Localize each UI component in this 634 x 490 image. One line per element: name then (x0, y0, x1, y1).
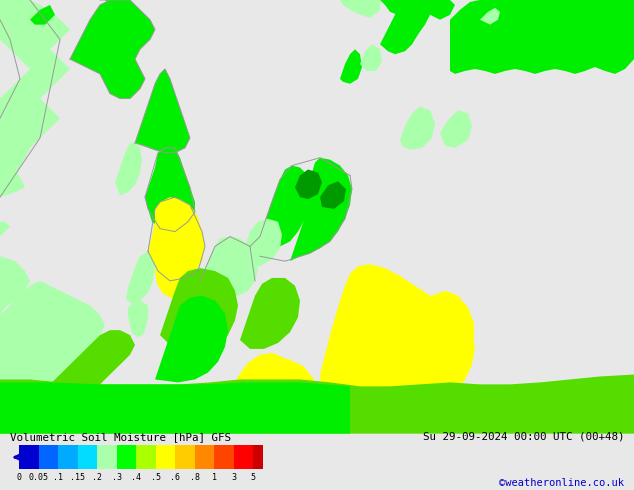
Bar (195, 445, 214, 469)
Bar (254, 445, 273, 469)
Polygon shape (340, 0, 380, 18)
Polygon shape (148, 197, 205, 281)
Polygon shape (50, 330, 135, 434)
Text: 0: 0 (16, 473, 22, 482)
Polygon shape (450, 0, 634, 74)
Polygon shape (380, 0, 430, 54)
Text: .5: .5 (151, 473, 161, 482)
Polygon shape (290, 158, 352, 261)
Polygon shape (360, 45, 382, 71)
Text: 5: 5 (251, 473, 256, 482)
Polygon shape (380, 0, 420, 16)
Text: 1: 1 (212, 473, 217, 482)
Polygon shape (0, 31, 12, 45)
Polygon shape (155, 295, 228, 382)
Text: 3: 3 (231, 473, 236, 482)
Polygon shape (480, 8, 500, 24)
Polygon shape (135, 69, 190, 153)
Bar (19, 445, 39, 469)
Bar (117, 445, 136, 469)
Polygon shape (10, 20, 25, 31)
Text: .1: .1 (53, 473, 63, 482)
Text: .6: .6 (171, 473, 180, 482)
Bar (136, 445, 156, 469)
Bar (39, 445, 58, 469)
Text: .15: .15 (70, 473, 86, 482)
Polygon shape (145, 148, 195, 232)
Text: .2: .2 (93, 473, 102, 482)
Polygon shape (200, 237, 258, 295)
Polygon shape (30, 5, 55, 24)
Bar (234, 445, 254, 469)
Bar (78, 445, 97, 469)
Polygon shape (70, 0, 155, 98)
Polygon shape (128, 300, 148, 337)
Text: Su 29-09-2024 00:00 UTC (00+48): Su 29-09-2024 00:00 UTC (00+48) (423, 432, 624, 442)
Polygon shape (440, 110, 472, 148)
Polygon shape (220, 353, 294, 434)
Polygon shape (320, 264, 475, 422)
Text: Volumetric Soil Moisture [hPa] GFS: Volumetric Soil Moisture [hPa] GFS (10, 432, 231, 442)
Bar (156, 445, 176, 469)
Polygon shape (0, 374, 634, 434)
Text: 0.05: 0.05 (29, 473, 49, 482)
Bar (214, 445, 234, 469)
Polygon shape (260, 166, 312, 246)
Text: ©weatheronline.co.uk: ©weatheronline.co.uk (500, 478, 624, 488)
Polygon shape (240, 219, 282, 266)
Polygon shape (115, 143, 142, 195)
Polygon shape (340, 49, 362, 84)
Polygon shape (0, 0, 70, 197)
Bar (58, 445, 78, 469)
Polygon shape (0, 281, 105, 434)
Polygon shape (200, 291, 228, 330)
Polygon shape (0, 382, 350, 434)
Polygon shape (295, 170, 322, 199)
Polygon shape (155, 256, 200, 300)
Text: .3: .3 (112, 473, 122, 482)
Text: .8: .8 (190, 473, 200, 482)
Polygon shape (420, 0, 455, 20)
Polygon shape (160, 268, 238, 357)
Polygon shape (400, 106, 435, 150)
Polygon shape (400, 291, 474, 378)
Bar (176, 445, 195, 469)
Polygon shape (278, 357, 316, 434)
Polygon shape (0, 158, 25, 197)
Polygon shape (320, 181, 346, 209)
Polygon shape (0, 256, 30, 316)
Polygon shape (240, 278, 300, 349)
Bar (97, 445, 117, 469)
Polygon shape (0, 222, 10, 237)
Polygon shape (126, 251, 155, 304)
Polygon shape (100, 0, 130, 10)
Text: .4: .4 (131, 473, 141, 482)
